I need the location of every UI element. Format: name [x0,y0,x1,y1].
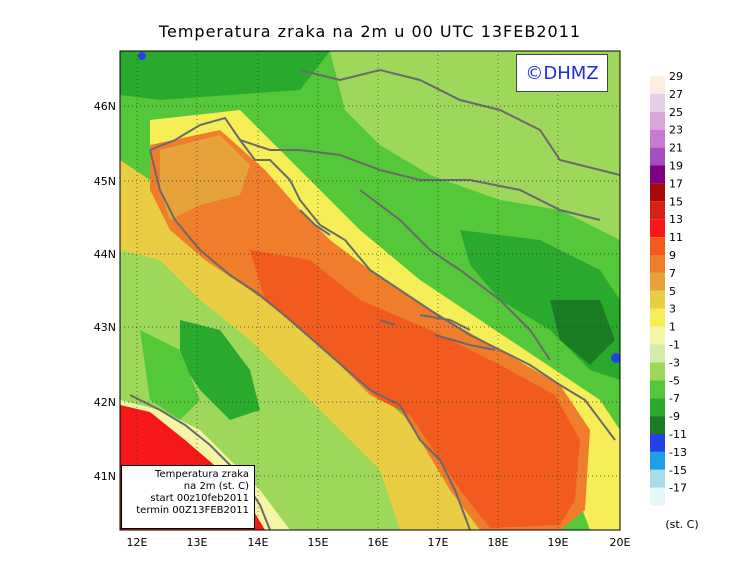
field-pannonian [330,51,620,240]
x-tick-label: 18E [488,536,509,549]
colorbar-label: 19 [669,160,683,173]
colorbar-swatch [650,111,665,130]
x-tick-label: 12E [127,536,148,549]
colorbar-label: 15 [669,195,683,208]
coastlines-borders [129,68,620,530]
colorbar-swatch [650,308,665,327]
colorbar-swatch [650,398,665,417]
x-tick-label: 17E [428,536,449,549]
colorbar-label: 13 [669,213,683,226]
x-tick-label: 14E [248,536,269,549]
colorbar-label: 21 [669,142,683,155]
field-cold-spot-e [611,353,620,363]
chart-title: Temperatura zraka na 2m u 00 UTC 13FEB20… [158,22,582,41]
colorbar-swatch [650,147,665,166]
graticule [120,51,620,530]
colorbar-label: 7 [669,267,676,280]
field-dinaric-dark [550,300,615,365]
y-tick-label: 45N [94,175,116,188]
x-tick-label: 19E [548,536,569,549]
y-tick-label: 42N [94,396,116,409]
info-box: Temperatura zraka na 2m (st. C) start 00… [121,465,255,529]
field-alps [120,51,330,100]
y-tick-label: 44N [94,248,116,261]
colorbar-swatch [650,165,665,184]
info-line: start 00z10feb2011 [150,493,249,504]
colorbar-label: -1 [669,339,680,352]
colorbar-label: -3 [669,356,680,369]
colorbar-swatch [650,93,665,112]
field-south-adriatic [250,250,580,528]
y-tick-label: 41N [94,470,116,483]
colorbar-swatch [650,451,665,470]
field-apennines-mid [140,330,200,420]
colorbar-swatch [650,469,665,488]
info-line: na 2m (st. C) [183,481,249,492]
colorbar-swatch [650,237,665,255]
x-tick-label: 15E [308,536,329,549]
colorbar-label: 1 [669,321,676,334]
colorbar-label: 27 [669,88,683,101]
colorbar-swatch [650,326,665,345]
field-apennines-dark [180,320,260,420]
field-north-adriatic [160,135,250,220]
colorbar-label: -15 [669,464,687,477]
info-line: termin 00Z13FEB2011 [136,505,249,516]
colorbar-swatch [650,219,665,238]
x-axis: 12E 13E 14E 15E 16E 17E 18E 19E 20E [127,536,631,549]
x-tick-label: 13E [187,536,208,549]
y-tick-label: 43N [94,321,116,334]
colorbar-swatch [650,344,665,363]
colorbar-swatch [650,290,665,309]
colorbar-label: 23 [669,124,683,137]
y-tick-label: 46N [94,100,116,113]
colorbar-label: 9 [669,249,676,262]
colorbar-label: 3 [669,303,676,316]
colorbar-label: -13 [669,446,687,459]
colorbar-unit: (st. C) [665,518,698,531]
colorbar-label: 25 [669,106,683,119]
colorbar-swatch [650,362,665,381]
x-tick-label: 20E [610,536,631,549]
temperature-field [120,51,620,530]
colorbar-swatch [650,272,665,291]
dhmz-logo: ©DHMZ [516,54,608,92]
colorbar-swatch [650,416,665,434]
map-frame [119,50,621,531]
colorbar-label: -7 [669,392,680,405]
colorbar-swatch [650,201,665,220]
colorbar-label: -9 [669,410,680,423]
colorbar-swatch [650,129,665,148]
y-axis: 41N 42N 43N 44N 45N 46N [94,100,116,483]
colorbar-swatch [650,183,665,202]
colorbar-swatch [650,76,665,94]
info-line: Temperatura zraka [155,469,249,480]
field-cold-spot-nw [138,52,146,60]
colorbar-label: -5 [669,374,680,387]
colorbar-label: 17 [669,177,683,190]
colorbar-swatch [650,380,665,399]
colorbar-label: 5 [669,285,676,298]
colorbar-label: 29 [669,70,683,83]
colorbar-swatch [650,434,665,452]
colorbar-label: -11 [669,428,687,441]
x-tick-label: 16E [368,536,389,549]
colorbar-swatch [650,255,665,273]
colorbar-swatch [650,487,665,506]
colorbar-label: -17 [669,482,687,495]
colorbar: 29 27 25 23 21 19 17 15 13 11 9 7 5 3 1 -1 -3 -5 -7 -9 -11 -1… [650,70,687,506]
colorbar-label: 11 [669,231,683,244]
